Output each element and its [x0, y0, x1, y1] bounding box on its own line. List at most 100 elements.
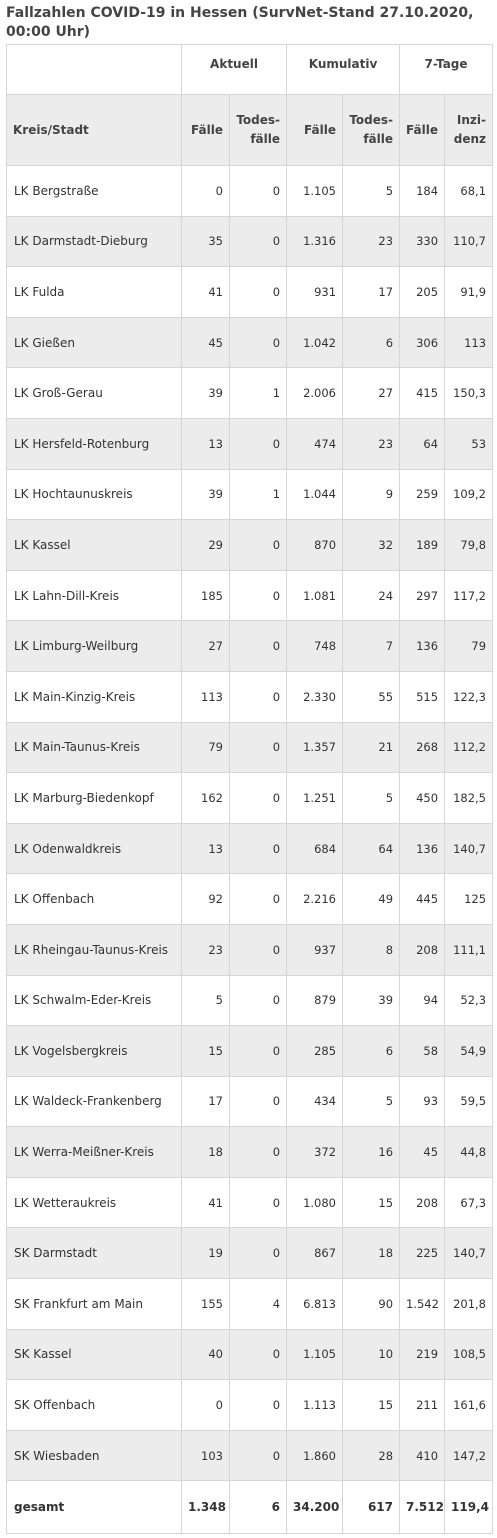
cell-kumulativ-todesfaelle: 27 [342, 367, 401, 419]
cell-7tage-inzidenz: 44,8 [444, 1126, 494, 1178]
cell-aktuell-todesfaelle: 0 [228, 1328, 288, 1381]
cell-7tage-inzidenz: 147,2 [444, 1429, 494, 1482]
column-header-7tage-inzidenz: Inzi-denz [444, 94, 494, 166]
cell-kreis: LK Kassel [6, 519, 182, 571]
cell-kumulativ-todesfaelle: 21 [342, 721, 401, 774]
table-row: LK Schwalm-Eder-Kreis 5 0 879 39 94 52,3 [6, 974, 494, 1027]
cell-7tage-faelle: 45 [399, 1126, 446, 1178]
todesfaelle-line1: Todes- [349, 113, 394, 127]
todesfaelle-line1: Todes- [236, 113, 281, 127]
cell-kumulativ-faelle: 1.105 [286, 1328, 344, 1381]
cell-kumulativ-faelle: 1.113 [286, 1379, 344, 1431]
cell-kumulativ-faelle: 931 [286, 266, 344, 318]
cell-kumulativ-faelle: 1.316 [286, 215, 344, 268]
cell-aktuell-todesfaelle: 0 [228, 1126, 288, 1178]
inzidenz-line2: denz [453, 132, 487, 146]
total-cell-aktuell-faelle: 1.348 [181, 1480, 230, 1535]
table-row: LK Main-Taunus-Kreis 79 0 1.357 21 268 112,2 [6, 721, 494, 774]
column-header-7tage-faelle: Fälle [399, 94, 446, 166]
cell-kreis: LK Gießen [6, 316, 182, 369]
cell-kumulativ-faelle: 1.042 [286, 316, 344, 369]
cell-kumulativ-todesfaelle: 6 [342, 316, 401, 369]
table-row: SK Darmstadt 19 0 867 18 225 140,7 [6, 1227, 494, 1280]
cell-kumulativ-todesfaelle: 90 [342, 1278, 401, 1330]
cell-aktuell-todesfaelle: 0 [228, 519, 288, 571]
column-header-kumulativ-todesfaelle: Todes-fälle [342, 94, 401, 166]
cell-7tage-inzidenz: 113 [444, 316, 494, 369]
cell-kumulativ-todesfaelle: 7 [342, 620, 401, 672]
cell-aktuell-todesfaelle: 0 [228, 1227, 288, 1280]
cell-kumulativ-faelle: 372 [286, 1126, 344, 1178]
cell-aktuell-faelle: 13 [181, 417, 230, 470]
table-row: SK Wiesbaden 103 0 1.860 28 410 147,2 [6, 1429, 494, 1482]
table-row: LK Wetteraukreis 41 0 1.080 15 208 67,3 [6, 1176, 494, 1229]
cell-kumulativ-faelle: 748 [286, 620, 344, 672]
cell-aktuell-todesfaelle: 0 [228, 1379, 288, 1431]
cell-kumulativ-todesfaelle: 23 [342, 417, 401, 470]
cell-kreis: LK Hersfeld-Rotenburg [6, 417, 182, 470]
table-body: LK Bergstraße 0 0 1.105 5 184 68,1 LK Darmstadt… [6, 165, 494, 1535]
cell-aktuell-todesfaelle: 0 [228, 620, 288, 672]
cell-aktuell-todesfaelle: 0 [228, 974, 288, 1027]
column-header-kumulativ-faelle: Fälle [286, 94, 344, 166]
column-header-aktuell-faelle: Fälle [181, 94, 230, 166]
cell-kumulativ-todesfaelle: 39 [342, 974, 401, 1027]
cell-aktuell-faelle: 0 [181, 1379, 230, 1431]
cell-kreis: LK Vogelsbergkreis [6, 1025, 182, 1077]
cell-aktuell-faelle: 79 [181, 721, 230, 774]
cell-7tage-faelle: 1.542 [399, 1278, 446, 1330]
cell-kumulativ-faelle: 1.357 [286, 721, 344, 774]
cell-7tage-inzidenz: 91,9 [444, 266, 494, 318]
inzidenz-line1: Inzi- [456, 113, 487, 127]
cell-kumulativ-faelle: 2.216 [286, 873, 344, 925]
cell-7tage-faelle: 297 [399, 569, 446, 622]
cell-kreis: LK Schwalm-Eder-Kreis [6, 974, 182, 1027]
cell-aktuell-todesfaelle: 1 [228, 367, 288, 419]
cell-7tage-inzidenz: 110,7 [444, 215, 494, 268]
cell-7tage-faelle: 208 [399, 1176, 446, 1229]
cell-7tage-faelle: 225 [399, 1227, 446, 1280]
cell-kumulativ-faelle: 2.006 [286, 367, 344, 419]
cell-aktuell-todesfaelle: 4 [228, 1278, 288, 1330]
cell-kumulativ-faelle: 434 [286, 1075, 344, 1128]
cell-kumulativ-faelle: 285 [286, 1025, 344, 1077]
cell-kumulativ-todesfaelle: 10 [342, 1328, 401, 1381]
table-row: LK Main-Kinzig-Kreis 113 0 2.330 55 515 122,3 [6, 670, 494, 723]
empty-header-cell [6, 44, 182, 95]
cell-kumulativ-todesfaelle: 55 [342, 670, 401, 723]
cell-kumulativ-faelle: 2.330 [286, 670, 344, 723]
cell-aktuell-faelle: 39 [181, 468, 230, 521]
table-row: LK Marburg-Biedenkopf 162 0 1.251 5 450 182,5 [6, 772, 494, 824]
cell-aktuell-faelle: 13 [181, 822, 230, 875]
cell-aktuell-todesfaelle: 0 [228, 873, 288, 925]
cell-7tage-inzidenz: 108,5 [444, 1328, 494, 1381]
cell-kumulativ-todesfaelle: 32 [342, 519, 401, 571]
cell-kumulativ-todesfaelle: 16 [342, 1126, 401, 1178]
cell-kreis: LK Main-Kinzig-Kreis [6, 670, 182, 723]
column-header-aktuell-todesfaelle: Todes-fälle [228, 94, 288, 166]
cell-kumulativ-todesfaelle: 24 [342, 569, 401, 622]
cell-7tage-inzidenz: 79 [444, 620, 494, 672]
cell-kreis: LK Bergstraße [6, 165, 182, 217]
cell-aktuell-todesfaelle: 0 [228, 215, 288, 268]
table-row: LK Hochtaunuskreis 39 1 1.044 9 259 109,2 [6, 468, 494, 521]
total-cell-kreis: gesamt [6, 1480, 182, 1535]
table-row: LK Bergstraße 0 0 1.105 5 184 68,1 [6, 165, 494, 217]
cell-7tage-inzidenz: 109,2 [444, 468, 494, 521]
cell-kumulativ-todesfaelle: 64 [342, 822, 401, 875]
cell-kreis: LK Main-Taunus-Kreis [6, 721, 182, 774]
cell-kreis: LK Werra-Meißner-Kreis [6, 1126, 182, 1178]
table-row: SK Frankfurt am Main 155 4 6.813 90 1.542 201,… [6, 1278, 494, 1330]
cell-kumulativ-todesfaelle: 28 [342, 1429, 401, 1482]
cell-aktuell-todesfaelle: 0 [228, 417, 288, 470]
cell-aktuell-faelle: 39 [181, 367, 230, 419]
cell-kumulativ-faelle: 1.080 [286, 1176, 344, 1229]
cell-7tage-faelle: 515 [399, 670, 446, 723]
cell-kreis: LK Wetteraukreis [6, 1176, 182, 1229]
cell-kreis: SK Frankfurt am Main [6, 1278, 182, 1330]
table-row: LK Fulda 41 0 931 17 205 91,9 [6, 266, 494, 318]
total-cell-kumulativ-todesfaelle: 617 [342, 1480, 401, 1535]
cell-7tage-faelle: 306 [399, 316, 446, 369]
cell-aktuell-faelle: 103 [181, 1429, 230, 1482]
cell-kumulativ-todesfaelle: 6 [342, 1025, 401, 1077]
